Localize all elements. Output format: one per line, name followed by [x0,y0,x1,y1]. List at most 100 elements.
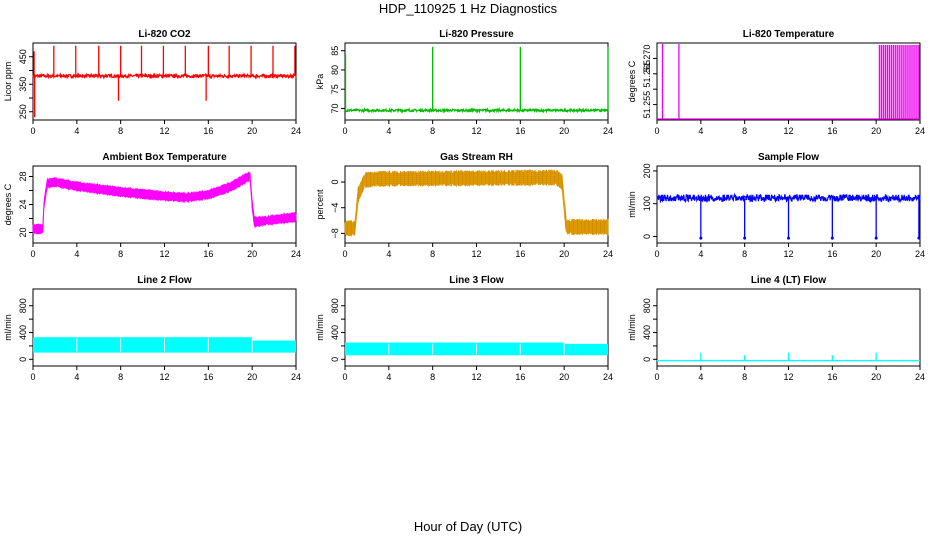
x-tick-label: 0 [654,126,659,136]
x-tick-label: 4 [74,126,79,136]
x-tick-label: 0 [342,249,347,259]
x-tick-label: 24 [603,372,613,382]
x-axis-title: Hour of Day (UTC) [413,519,523,534]
series-band [345,342,565,356]
chart-panel-line4-flow: Line 4 (LT) Flow 0 4 8 12 16 20 24 0 400 800 ml/min [627,275,925,382]
y-axis-label: ml/min [3,314,13,341]
x-tick-label: 24 [291,372,301,382]
y-axis-label: ml/min [627,191,637,218]
series-band [32,171,297,235]
x-tick-label: 12 [783,372,793,382]
x-tick-label: 20 [559,372,569,382]
x-tick-label: 8 [742,249,747,259]
y-tick-label: 51.265 [642,60,652,88]
y-tick-label: 24 [18,199,28,209]
dip-point [874,236,878,240]
x-tick-label: 12 [471,372,481,382]
x-tick-label: 24 [291,249,301,259]
plot-frame [32,288,297,367]
x-tick-label: 12 [159,126,169,136]
x-tick-label: 4 [698,249,703,259]
series-band [33,337,253,353]
x-tick-label: 8 [430,126,435,136]
x-tick-label: 0 [342,126,347,136]
y-tick-label: 400 [18,325,28,340]
x-tick-label: 4 [386,372,391,382]
chart-title: Gas Stream RH [440,152,513,163]
y-axis-label: kPa [315,74,325,90]
y-tick-label: 0 [330,357,340,362]
y-tick-label: 800 [642,298,652,313]
x-tick-label: 8 [742,372,747,382]
dip-point [830,236,834,240]
x-tick-label: 16 [203,249,213,259]
y-axis-label: Licor ppm [3,62,13,102]
chart-panel-rh: Gas Stream RH 0 4 8 12 16 20 24 −8 −4 0 percent [315,152,613,259]
x-tick-label: 20 [871,372,881,382]
y-axis-label: ml/min [315,314,325,341]
chart-panel-sample-flow: Sample Flow 0 4 8 12 16 20 24 0 100 200 ml/min [627,152,925,259]
chart-panel-co2: Li-820 CO2 0 4 8 12 16 20 24 250 350 450 Licor ppm [3,29,301,136]
dip-point [917,236,921,240]
chart-title: Line 2 Flow [137,275,192,286]
x-tick-label: 24 [915,249,925,259]
y-tick-label: 28 [18,171,28,181]
x-tick-label: 16 [515,126,525,136]
x-tick-label: 24 [915,372,925,382]
x-tick-label: 0 [30,249,35,259]
plot-frame [32,42,297,121]
y-tick-label: −4 [330,203,340,213]
y-tick-label: 80 [330,65,340,75]
x-tick-label: 20 [871,126,881,136]
y-tick-label: 800 [330,298,340,313]
x-tick-label: 8 [430,249,435,259]
x-tick-label: 4 [74,372,79,382]
chart-panel-ambient: Ambient Box Temperature 0 4 8 12 16 20 24 20 24 28… [3,152,301,259]
dip-point [699,236,703,240]
chart-title: Li-820 Temperature [743,29,835,40]
x-tick-label: 20 [247,126,257,136]
y-tick-label: 450 [18,49,28,64]
chart-title: Line 4 (LT) Flow [751,275,827,286]
x-tick-label: 0 [654,372,659,382]
x-tick-label: 8 [118,372,123,382]
x-tick-label: 16 [203,372,213,382]
x-tick-label: 0 [30,372,35,382]
dip-point [743,236,747,240]
x-tick-label: 16 [515,249,525,259]
x-tick-label: 4 [386,126,391,136]
series-band [344,168,609,237]
chart-title: Sample Flow [758,152,819,163]
x-tick-label: 8 [118,249,123,259]
series-line [32,72,297,80]
x-tick-label: 4 [74,249,79,259]
x-tick-label: 8 [118,126,123,136]
x-tick-label: 24 [915,126,925,136]
x-tick-label: 4 [386,249,391,259]
y-tick-label: 350 [18,77,28,92]
x-tick-label: 24 [291,126,301,136]
y-tick-label: 20 [18,227,28,237]
series-band-end [564,343,608,356]
y-tick-label: 51.270 [642,45,652,73]
x-tick-label: 8 [430,372,435,382]
figure-title: HDP_110925 1 Hz Diagnostics [378,1,558,16]
x-tick-label: 12 [783,126,793,136]
chart-title: Line 3 Flow [449,275,504,286]
x-tick-label: 8 [742,126,747,136]
y-tick-label: 0 [18,357,28,362]
x-tick-label: 12 [159,249,169,259]
x-tick-label: 16 [827,249,837,259]
x-tick-label: 20 [559,249,569,259]
dip-point [787,236,790,240]
chart-title: Li-820 Pressure [439,29,514,40]
x-tick-label: 16 [827,372,837,382]
x-tick-label: 4 [698,126,703,136]
x-tick-label: 0 [342,372,347,382]
series-line [656,192,921,204]
chart-panel-pressure: Li-820 Pressure 0 4 8 12 16 20 24 70 75 80 85 kPa [315,29,613,136]
plot-frame [656,42,921,121]
chart-panel-line2-flow: Line 2 Flow 0 4 8 12 16 20 24 0 400 800 ml/min [3,275,301,382]
y-axis-label: degrees C [3,183,13,225]
plot-frame [344,42,609,121]
